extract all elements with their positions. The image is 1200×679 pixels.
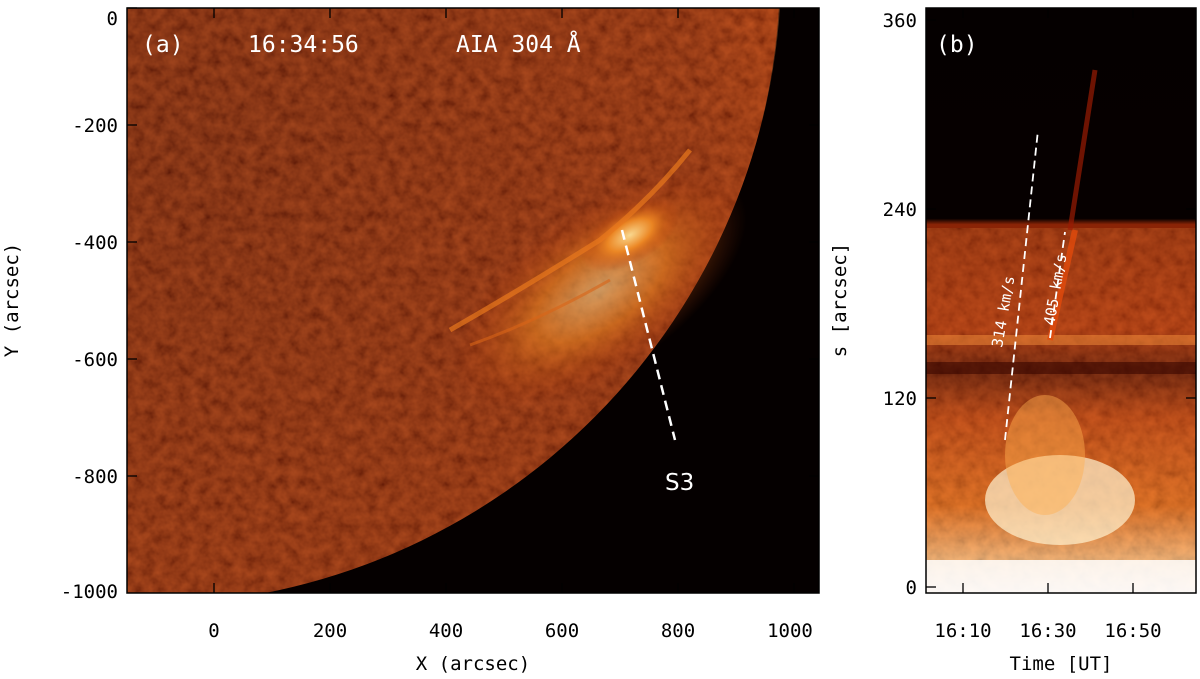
- y-tick-label: 120: [883, 388, 917, 410]
- x-tick-label: 600: [545, 620, 579, 642]
- panel-b-image: [926, 8, 1196, 593]
- x-tick-label: 16:30: [1019, 620, 1076, 642]
- x-tick-label: 16:10: [934, 620, 991, 642]
- speed-fit-line-2: [1049, 231, 1066, 339]
- panel-b-y-axis: 0 120 240 360 s [arcsec]: [829, 10, 1196, 599]
- slit-s3: [620, 229, 677, 441]
- panel-b-label: (b): [936, 32, 978, 58]
- panel-a-image: [127, 8, 819, 593]
- panel-a-x-axis: 0 200 400 600 800 1000 X (arcsec): [208, 8, 813, 675]
- x-tick-label: 800: [661, 620, 695, 642]
- panel-b-frame: [925, 7, 1197, 594]
- panel-a-channel: AIA 304 Å: [456, 30, 581, 58]
- y-axis-label: s [arcsec]: [829, 243, 851, 357]
- panel-a-y-axis: 0 -200 -400 -600 -800 -1000 Y (arcsec): [1, 7, 819, 603]
- y-tick-label: -1000: [61, 581, 118, 603]
- y-tick-label: 0: [107, 8, 118, 30]
- off-limb-mask: [127, 8, 819, 593]
- panel-a-label: (a): [142, 32, 184, 58]
- y-tick-label: 240: [883, 199, 917, 221]
- panel-a-time: 16:34:56: [248, 32, 359, 58]
- y-tick-label: -400: [72, 232, 118, 254]
- y-tick-label: 0: [906, 577, 917, 599]
- y-tick-label: 360: [883, 10, 917, 32]
- x-tick-label: 400: [429, 620, 463, 642]
- x-tick-label: 16:50: [1104, 620, 1161, 642]
- panel-a-frame: [126, 7, 820, 594]
- slit-label: S3: [665, 470, 694, 496]
- panel-b-x-axis: 16:10 16:30 16:50 Time [UT]: [934, 8, 1162, 675]
- x-tick-label: 200: [313, 620, 347, 642]
- y-tick-label: -200: [72, 115, 118, 137]
- y-tick-label: -800: [72, 466, 118, 488]
- x-tick-label: 0: [208, 620, 219, 642]
- y-axis-label: Y (arcsec): [1, 243, 23, 357]
- flare-kernel: [580, 198, 680, 272]
- x-axis-label: X (arcsec): [416, 653, 530, 675]
- x-tick-label: 1000: [767, 620, 813, 642]
- x-axis-label: Time [UT]: [1010, 653, 1113, 675]
- y-tick-label: -600: [72, 349, 118, 371]
